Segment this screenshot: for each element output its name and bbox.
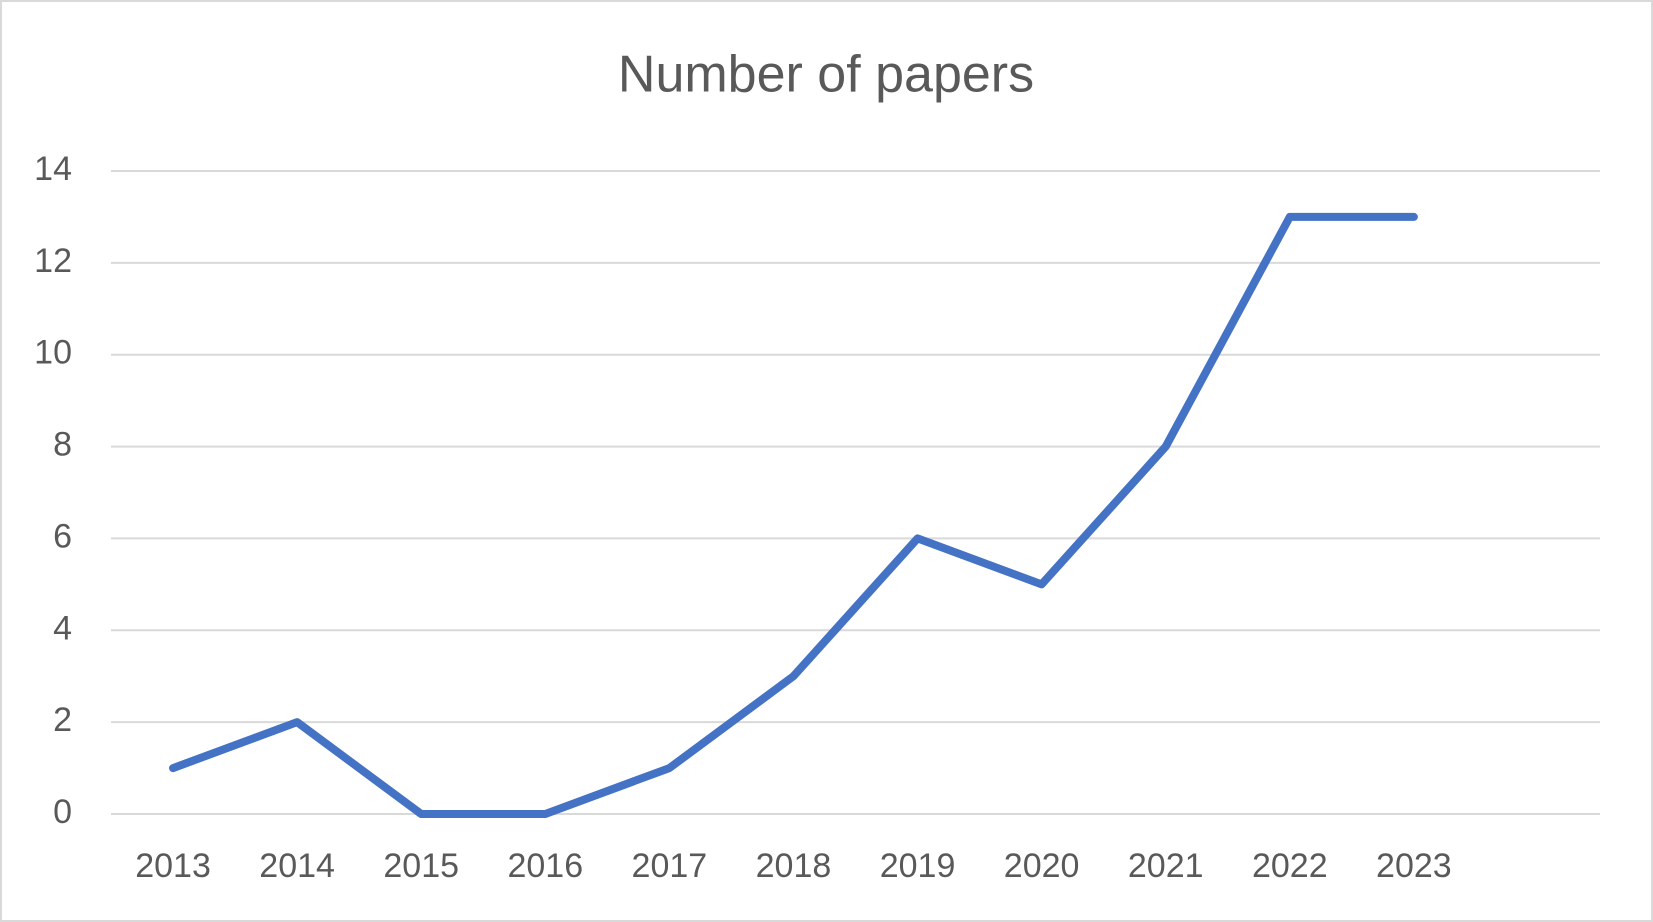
y-tick-label: 8 [53, 426, 72, 464]
y-tick-label: 12 [34, 242, 72, 280]
x-tick-label: 2023 [1376, 847, 1452, 885]
x-tick-label: 2021 [1128, 847, 1204, 885]
y-tick-label: 2 [53, 701, 72, 739]
x-tick-label: 2019 [880, 847, 956, 885]
x-tick-label: 2017 [632, 847, 708, 885]
y-tick-label: 6 [53, 517, 72, 555]
y-tick-label: 4 [53, 609, 72, 647]
x-tick-label: 2020 [1004, 847, 1080, 885]
data-line [169, 212, 1418, 818]
y-tick-label: 0 [53, 793, 72, 831]
x-tick-label: 2013 [135, 847, 211, 885]
chart-title: Number of papers [618, 46, 1034, 104]
x-tick-label: 2018 [756, 847, 832, 885]
x-tick-label: 2015 [383, 847, 459, 885]
y-tick-label: 10 [34, 334, 72, 372]
x-tick-label: 2022 [1252, 847, 1328, 885]
x-tick-label: 2014 [259, 847, 335, 885]
y-tick-label: 14 [34, 150, 72, 188]
x-tick-label: 2016 [507, 847, 583, 885]
